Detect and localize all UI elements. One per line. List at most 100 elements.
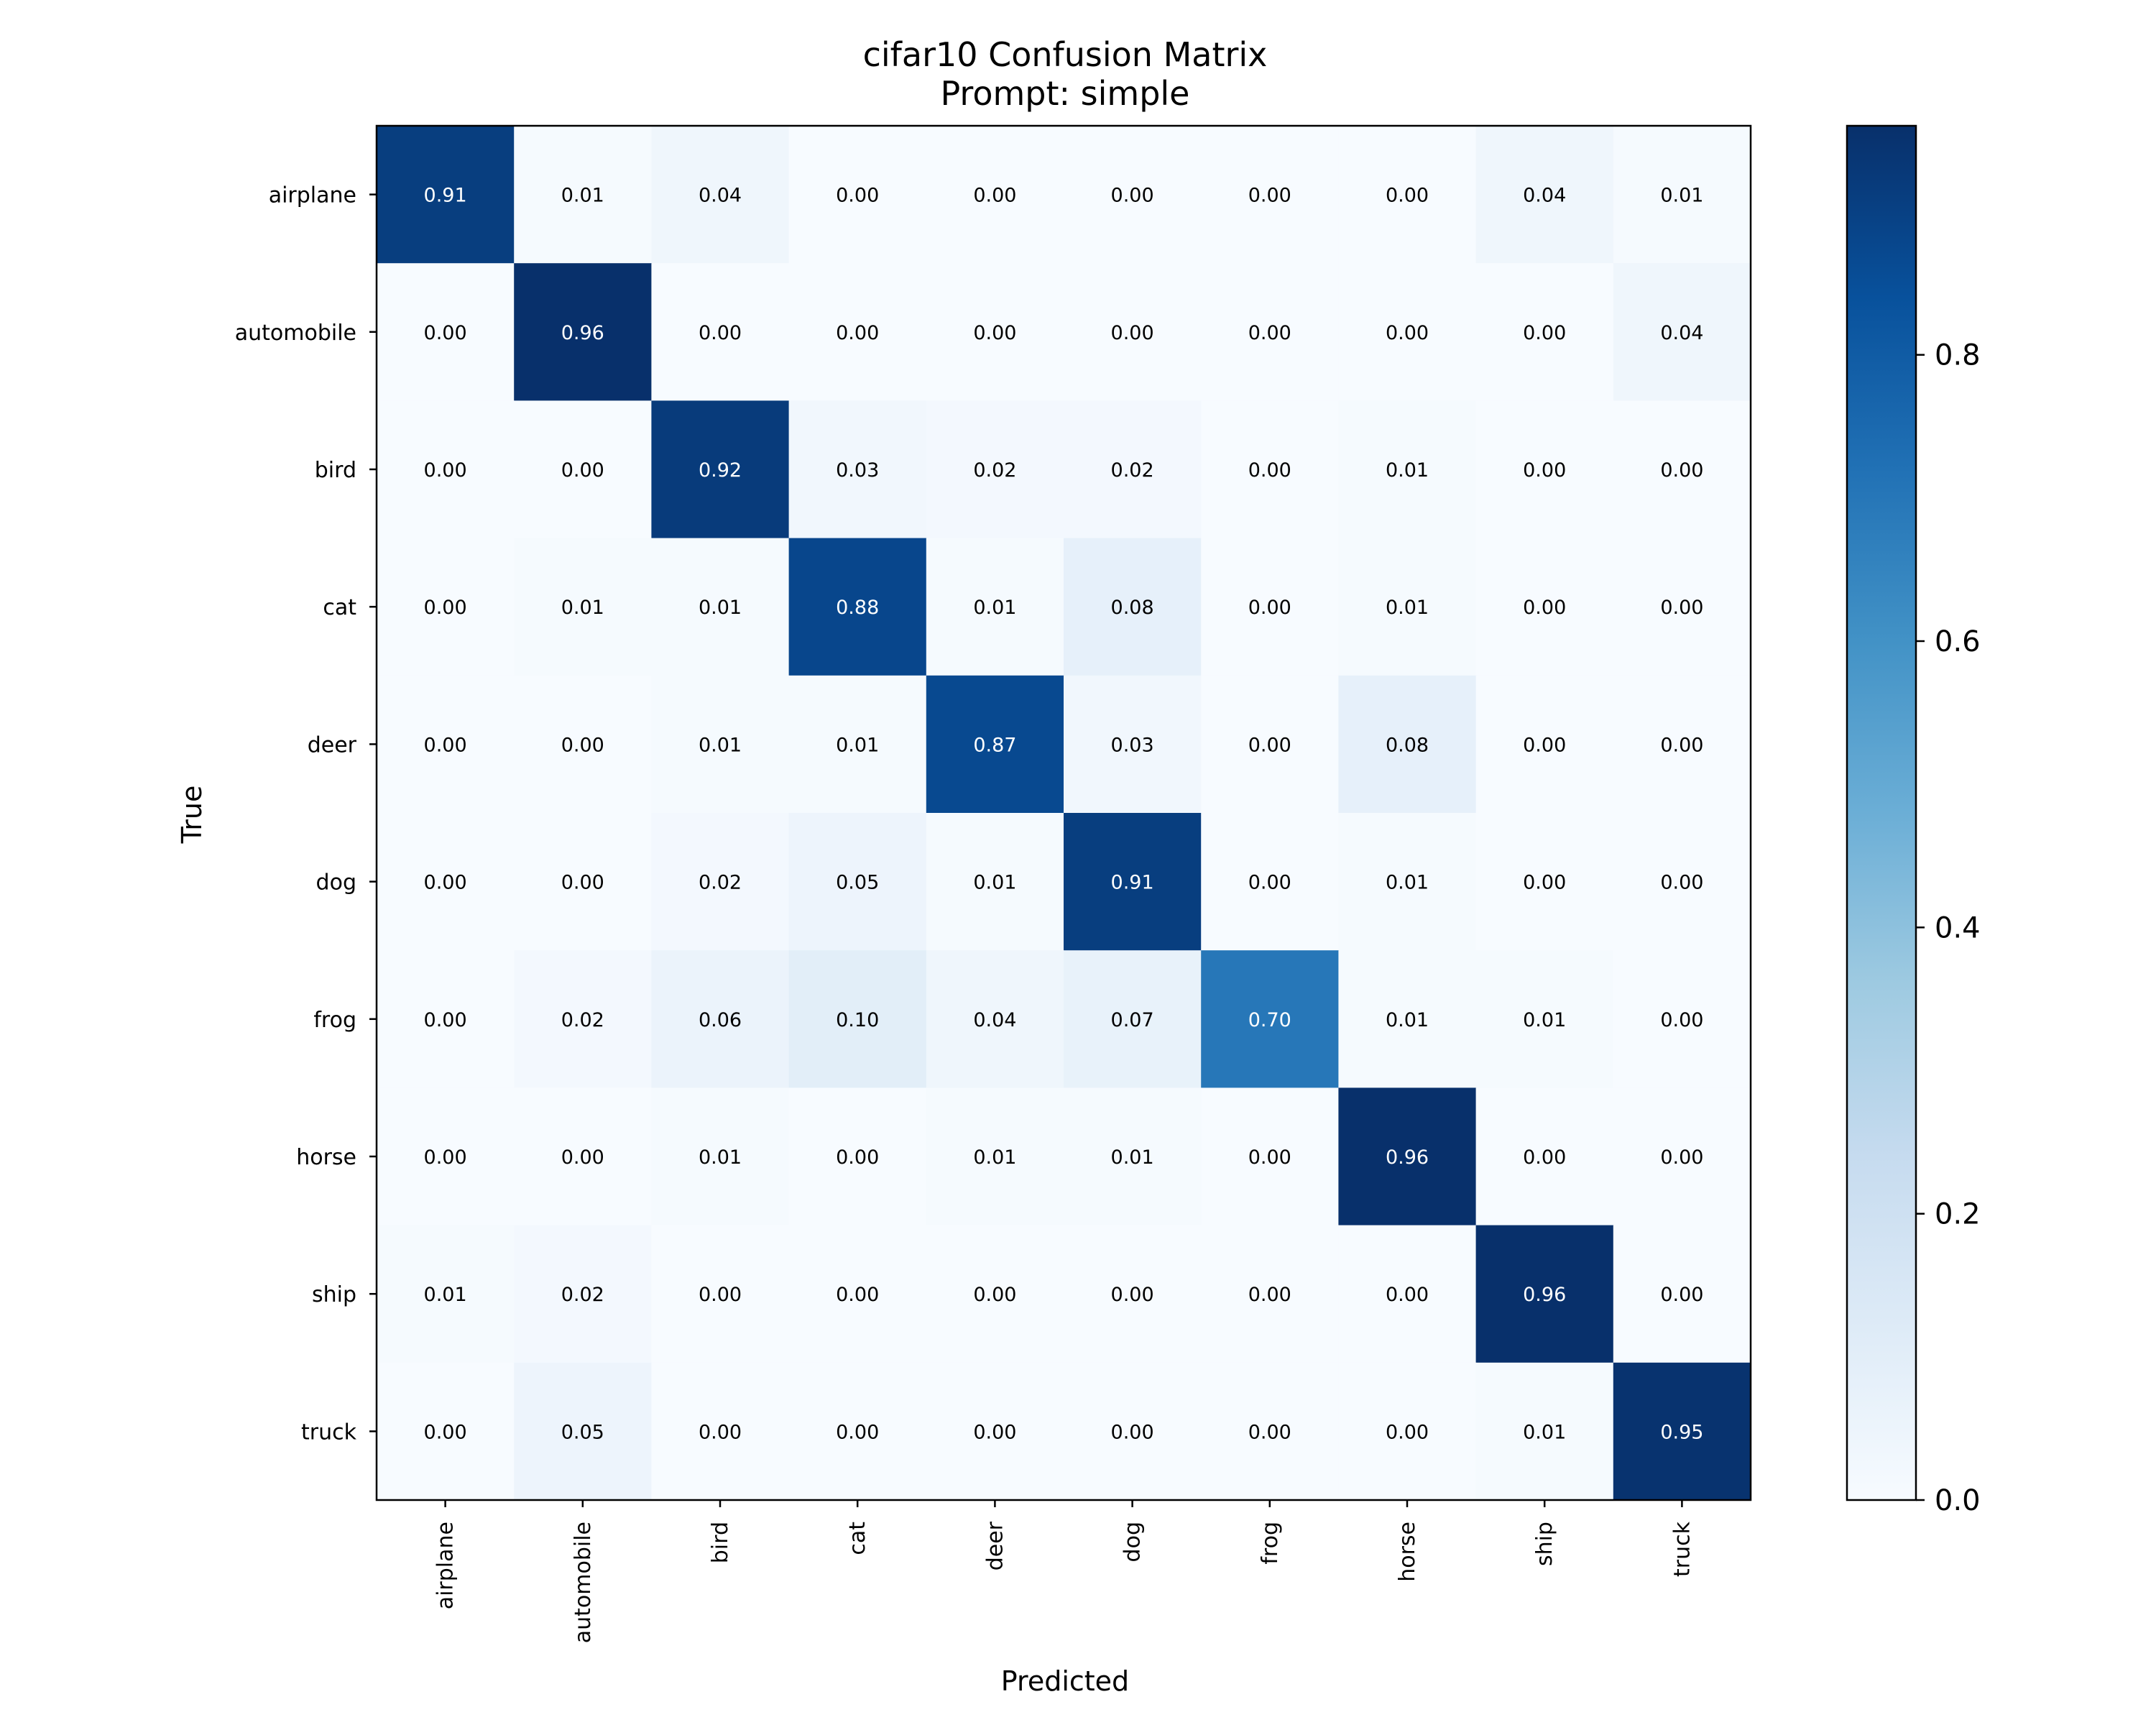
- heatmap-cell: [651, 675, 790, 814]
- heatmap-cell: [788, 813, 927, 951]
- cell-value-label: 0.02: [561, 1284, 604, 1306]
- cell-value-label: 0.00: [1523, 459, 1566, 482]
- cell-value-label: 0.00: [424, 734, 467, 756]
- heatmap-cell: [514, 400, 652, 539]
- heatmap-cell: [1201, 263, 1339, 401]
- cell-value-label: 0.01: [1523, 1009, 1566, 1031]
- cell-value-label: 0.01: [561, 597, 604, 619]
- y-tick-label: frog: [313, 1008, 356, 1033]
- cell-value-label: 0.00: [1248, 872, 1291, 894]
- cell-value-label: 0.01: [1386, 597, 1429, 619]
- cell-value-label: 0.96: [561, 322, 604, 344]
- heatmap-cell: [377, 400, 515, 539]
- cell-value-label: 0.00: [1523, 597, 1566, 619]
- heatmap-cell: [1201, 1362, 1339, 1501]
- heatmap-cell: [1613, 675, 1751, 814]
- cell-value-label: 0.00: [699, 1284, 742, 1306]
- cell-value-label: 0.91: [424, 185, 467, 207]
- heatmap-cell: [651, 813, 790, 951]
- heatmap-cell: [1338, 1087, 1477, 1226]
- cell-value-label: 0.00: [1523, 872, 1566, 894]
- heatmap-cell: [1338, 538, 1477, 676]
- cell-value-label: 0.01: [1386, 1009, 1429, 1031]
- x-tick-label: ship: [1532, 1522, 1557, 1566]
- cell-value-label: 0.08: [1111, 597, 1154, 619]
- cell-value-label: 0.00: [424, 322, 467, 344]
- heatmap-cell: [1475, 400, 1614, 539]
- cell-value-label: 0.00: [424, 1146, 467, 1169]
- heatmap-cell: [1064, 675, 1202, 814]
- cell-value-label: 0.70: [1248, 1009, 1291, 1031]
- heatmap-cell: [1338, 126, 1477, 264]
- y-axis-label: True: [176, 786, 208, 845]
- cell-value-label: 0.00: [561, 734, 604, 756]
- cell-value-label: 0.00: [973, 322, 1016, 344]
- cell-value-label: 0.01: [1386, 872, 1429, 894]
- cell-value-label: 0.00: [836, 1146, 879, 1169]
- heatmap-cell: [1475, 538, 1614, 676]
- colorbar-ticks: 0.0 0.2 0.4 0.6 0.8: [1916, 339, 1981, 1517]
- heatmap-cell: [1338, 950, 1477, 1088]
- cell-value-label: 0.00: [1660, 597, 1703, 619]
- colorbar-tick-label: 0.6: [1935, 625, 1981, 658]
- cell-value-label: 0.10: [836, 1009, 879, 1031]
- heatmap-cell: [1201, 813, 1339, 951]
- cell-value-label: 0.00: [1248, 1284, 1291, 1306]
- x-tick-label: frog: [1258, 1522, 1283, 1565]
- heatmap-cell: [1201, 400, 1339, 539]
- cell-value-label: 0.04: [699, 185, 742, 207]
- y-axis-ticks: airplane automobile bird cat deer dog frog hors…: [235, 183, 377, 1445]
- heatmap-cell: [1613, 400, 1751, 539]
- colorbar-tick-label: 0.4: [1935, 911, 1981, 944]
- heatmap-cell: [1338, 400, 1477, 539]
- heatmap-cell: [1475, 126, 1614, 264]
- heatmap-cell: [1613, 1087, 1751, 1226]
- cell-value-label: 0.91: [1111, 872, 1154, 894]
- cell-value-label: 0.00: [1111, 322, 1154, 344]
- y-tick-label: dog: [316, 870, 356, 896]
- heatmap-cell: [514, 950, 652, 1088]
- cell-value-label: 0.00: [1111, 185, 1154, 207]
- heatmap-cell: [926, 1225, 1064, 1363]
- heatmap-cell: [651, 1225, 790, 1363]
- x-tick-label: truck: [1669, 1521, 1695, 1577]
- cell-value-label: 0.01: [973, 872, 1016, 894]
- heatmap-cell: [788, 1225, 927, 1363]
- cell-value-label: 0.00: [836, 1421, 879, 1443]
- heatmap-cell: [1064, 538, 1202, 676]
- cell-value-label: 0.05: [561, 1421, 604, 1443]
- cell-value-label: 0.00: [1660, 1146, 1703, 1169]
- heatmap-cell: [1613, 1362, 1751, 1501]
- y-tick-label: bird: [315, 458, 356, 483]
- cell-value-label: 0.87: [973, 734, 1016, 756]
- cell-value-label: 0.00: [1248, 597, 1291, 619]
- heatmap-cell: [1064, 813, 1202, 951]
- cell-value-label: 0.00: [973, 1284, 1016, 1306]
- x-tick-label: horse: [1395, 1522, 1420, 1582]
- heatmap-cell: [514, 538, 652, 676]
- heatmap-cell: [1338, 263, 1477, 401]
- cell-value-label: 0.03: [836, 459, 879, 482]
- heatmap-cell: [1338, 1225, 1477, 1363]
- cell-value-label: 0.00: [1523, 322, 1566, 344]
- heatmap-cell: [926, 1087, 1064, 1226]
- x-tick-label: deer: [982, 1521, 1008, 1570]
- heatmap-cell: [1064, 1087, 1202, 1226]
- y-tick-label: airplane: [269, 183, 356, 208]
- cell-value-label: 0.01: [1386, 459, 1429, 482]
- heatmap-cell: [1064, 400, 1202, 539]
- heatmap-cell: [926, 126, 1064, 264]
- cell-value-label: 0.00: [424, 1421, 467, 1443]
- heatmap-cell: [1201, 1087, 1339, 1226]
- cell-value-label: 0.00: [1248, 459, 1291, 482]
- heatmap-cell: [788, 1087, 927, 1226]
- heatmap-cell: [1475, 813, 1614, 951]
- heatmap-cell: [788, 950, 927, 1088]
- heatmap-cell: [1613, 1225, 1751, 1363]
- cell-value-label: 0.00: [836, 322, 879, 344]
- heatmap-cell: [377, 263, 515, 401]
- heatmap-cell: [514, 126, 652, 264]
- cell-value-label: 0.02: [1111, 459, 1154, 482]
- cell-value-label: 0.00: [1248, 185, 1291, 207]
